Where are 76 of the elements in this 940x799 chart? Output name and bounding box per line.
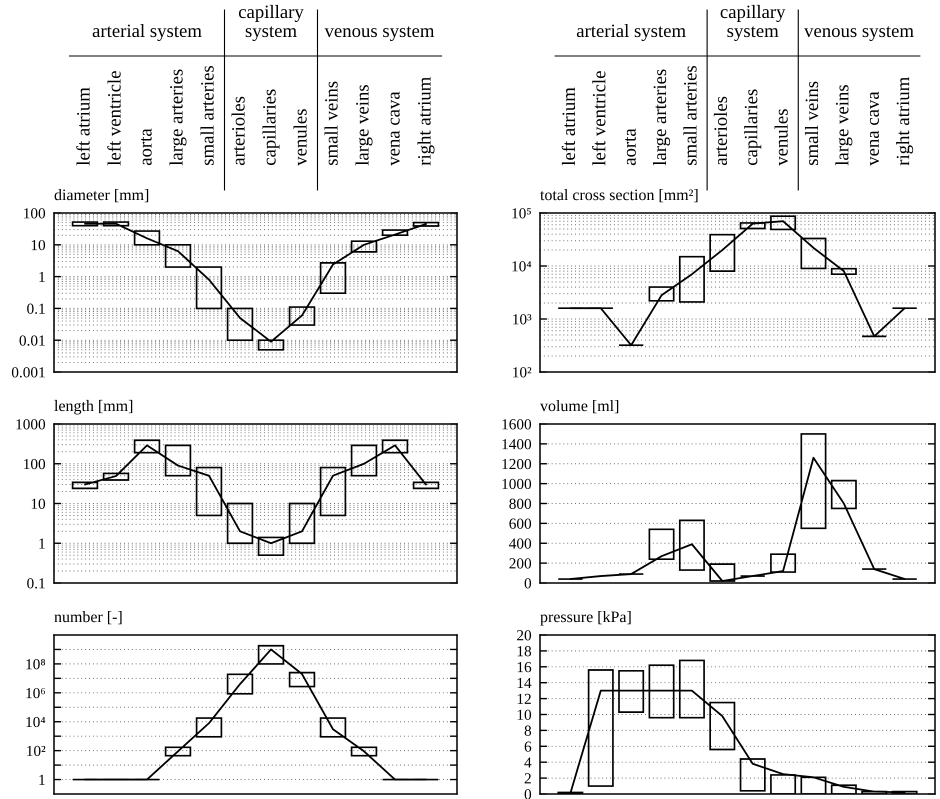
y-tick-label: 100 [24,208,46,218]
y-tick-label: 1400 [502,439,532,450]
x-tick-label: right atrium [417,77,435,166]
y-tick-label: 1 [39,538,45,549]
x-tick-label: small arteries [200,66,214,166]
text: capillary system [238,4,304,41]
y-tick-label: 1600 [502,419,532,430]
y-axis-title: pressure [kPa] [540,610,631,626]
x-tick-label: capillaries [262,89,280,166]
y-axis-title: volume [ml] [540,400,618,414]
x-tick-label: left ventricle [107,71,121,166]
x-tick-label: large arteries [169,69,187,166]
y-axis-title: diameter [mm] [54,188,148,202]
x-tick-label: right atrium [896,77,914,166]
x-tick-label: left atrium [562,87,576,166]
y-tick-label: 10⁴ [26,716,46,728]
x-tick-label: aorta [625,128,636,166]
y-tick-label: 0 [524,789,532,799]
text: arterial system [576,24,686,41]
x-tick-label: left ventricle [592,71,606,166]
y-tick-label: 10 [32,498,46,509]
y-axis-title: length [mm] [54,400,132,414]
y-tick-label: 10³ [513,314,532,324]
y-axis-title: number [-] [54,610,122,624]
y-tick-label: 8 [524,726,532,736]
y-tick-label: 100 [24,458,46,470]
y-tick-label: 2 [524,773,531,784]
x-tick-label: arterioles [714,96,727,166]
x-tick-label: arterioles [232,96,245,166]
y-tick-label: 4 [524,757,532,768]
y-axis-title: total cross section [mm²] [540,188,698,202]
y-tick-label: 1200 [502,458,532,470]
y-tick-label: 1 [39,774,45,785]
y-tick-label: 12 [518,694,531,704]
y-tick-label: 10 [518,710,532,720]
y-tick-label: 16 [518,662,532,672]
x-tick-label: small veins [324,82,338,166]
x-tick-label: small veins [804,82,818,166]
y-tick-label: 10 [32,240,46,250]
x-tick-label: capillaries [744,89,762,166]
y-tick-label: 1000 [502,478,532,490]
text: capillary system [720,4,786,41]
x-tick-label: aorta [140,128,152,166]
y-tick-label: 600 [509,518,532,529]
x-tick-label: large veins [355,85,373,166]
y-tick-label: 6 [524,741,532,752]
y-tick-label: 1000 [16,419,46,430]
x-tick-label: large arteries [653,69,670,166]
y-tick-label: 10⁵ [512,208,531,218]
y-tick-label: 14 [518,678,532,688]
y-tick-label: 0.1 [27,578,45,589]
y-tick-label: 20 [517,630,532,640]
y-tick-label: 10² [513,367,532,378]
y-tick-label: 200 [509,558,532,569]
x-tick-label: small arteries [683,66,697,166]
x-tick-label: venules [774,109,788,166]
y-tick-label: 10⁸ [26,659,46,670]
y-tick-label: 10⁴ [512,261,532,272]
y-tick-label: 0.01 [20,335,45,346]
x-tick-label: large veins [835,85,852,166]
x-tick-label: vena cava [870,92,879,166]
y-tick-label: 10⁶ [26,688,45,698]
text: arterial system [92,24,202,41]
y-tick-label: 0 [524,578,532,588]
y-tick-label: 1 [39,272,45,282]
y-tick-label: 10² [27,746,46,756]
x-tick-label: vena cava [390,92,400,166]
text: venous system [324,26,434,41]
x-tick-label: venules [294,109,307,166]
y-tick-label: 0.1 [27,304,45,314]
y-tick-label: 800 [509,498,532,509]
text: venous system [804,26,914,41]
x-tick-label: left atrium [76,87,90,166]
y-tick-label: 0.001 [12,367,45,378]
y-tick-label: 18 [518,646,532,656]
y-tick-label: 400 [509,538,532,549]
